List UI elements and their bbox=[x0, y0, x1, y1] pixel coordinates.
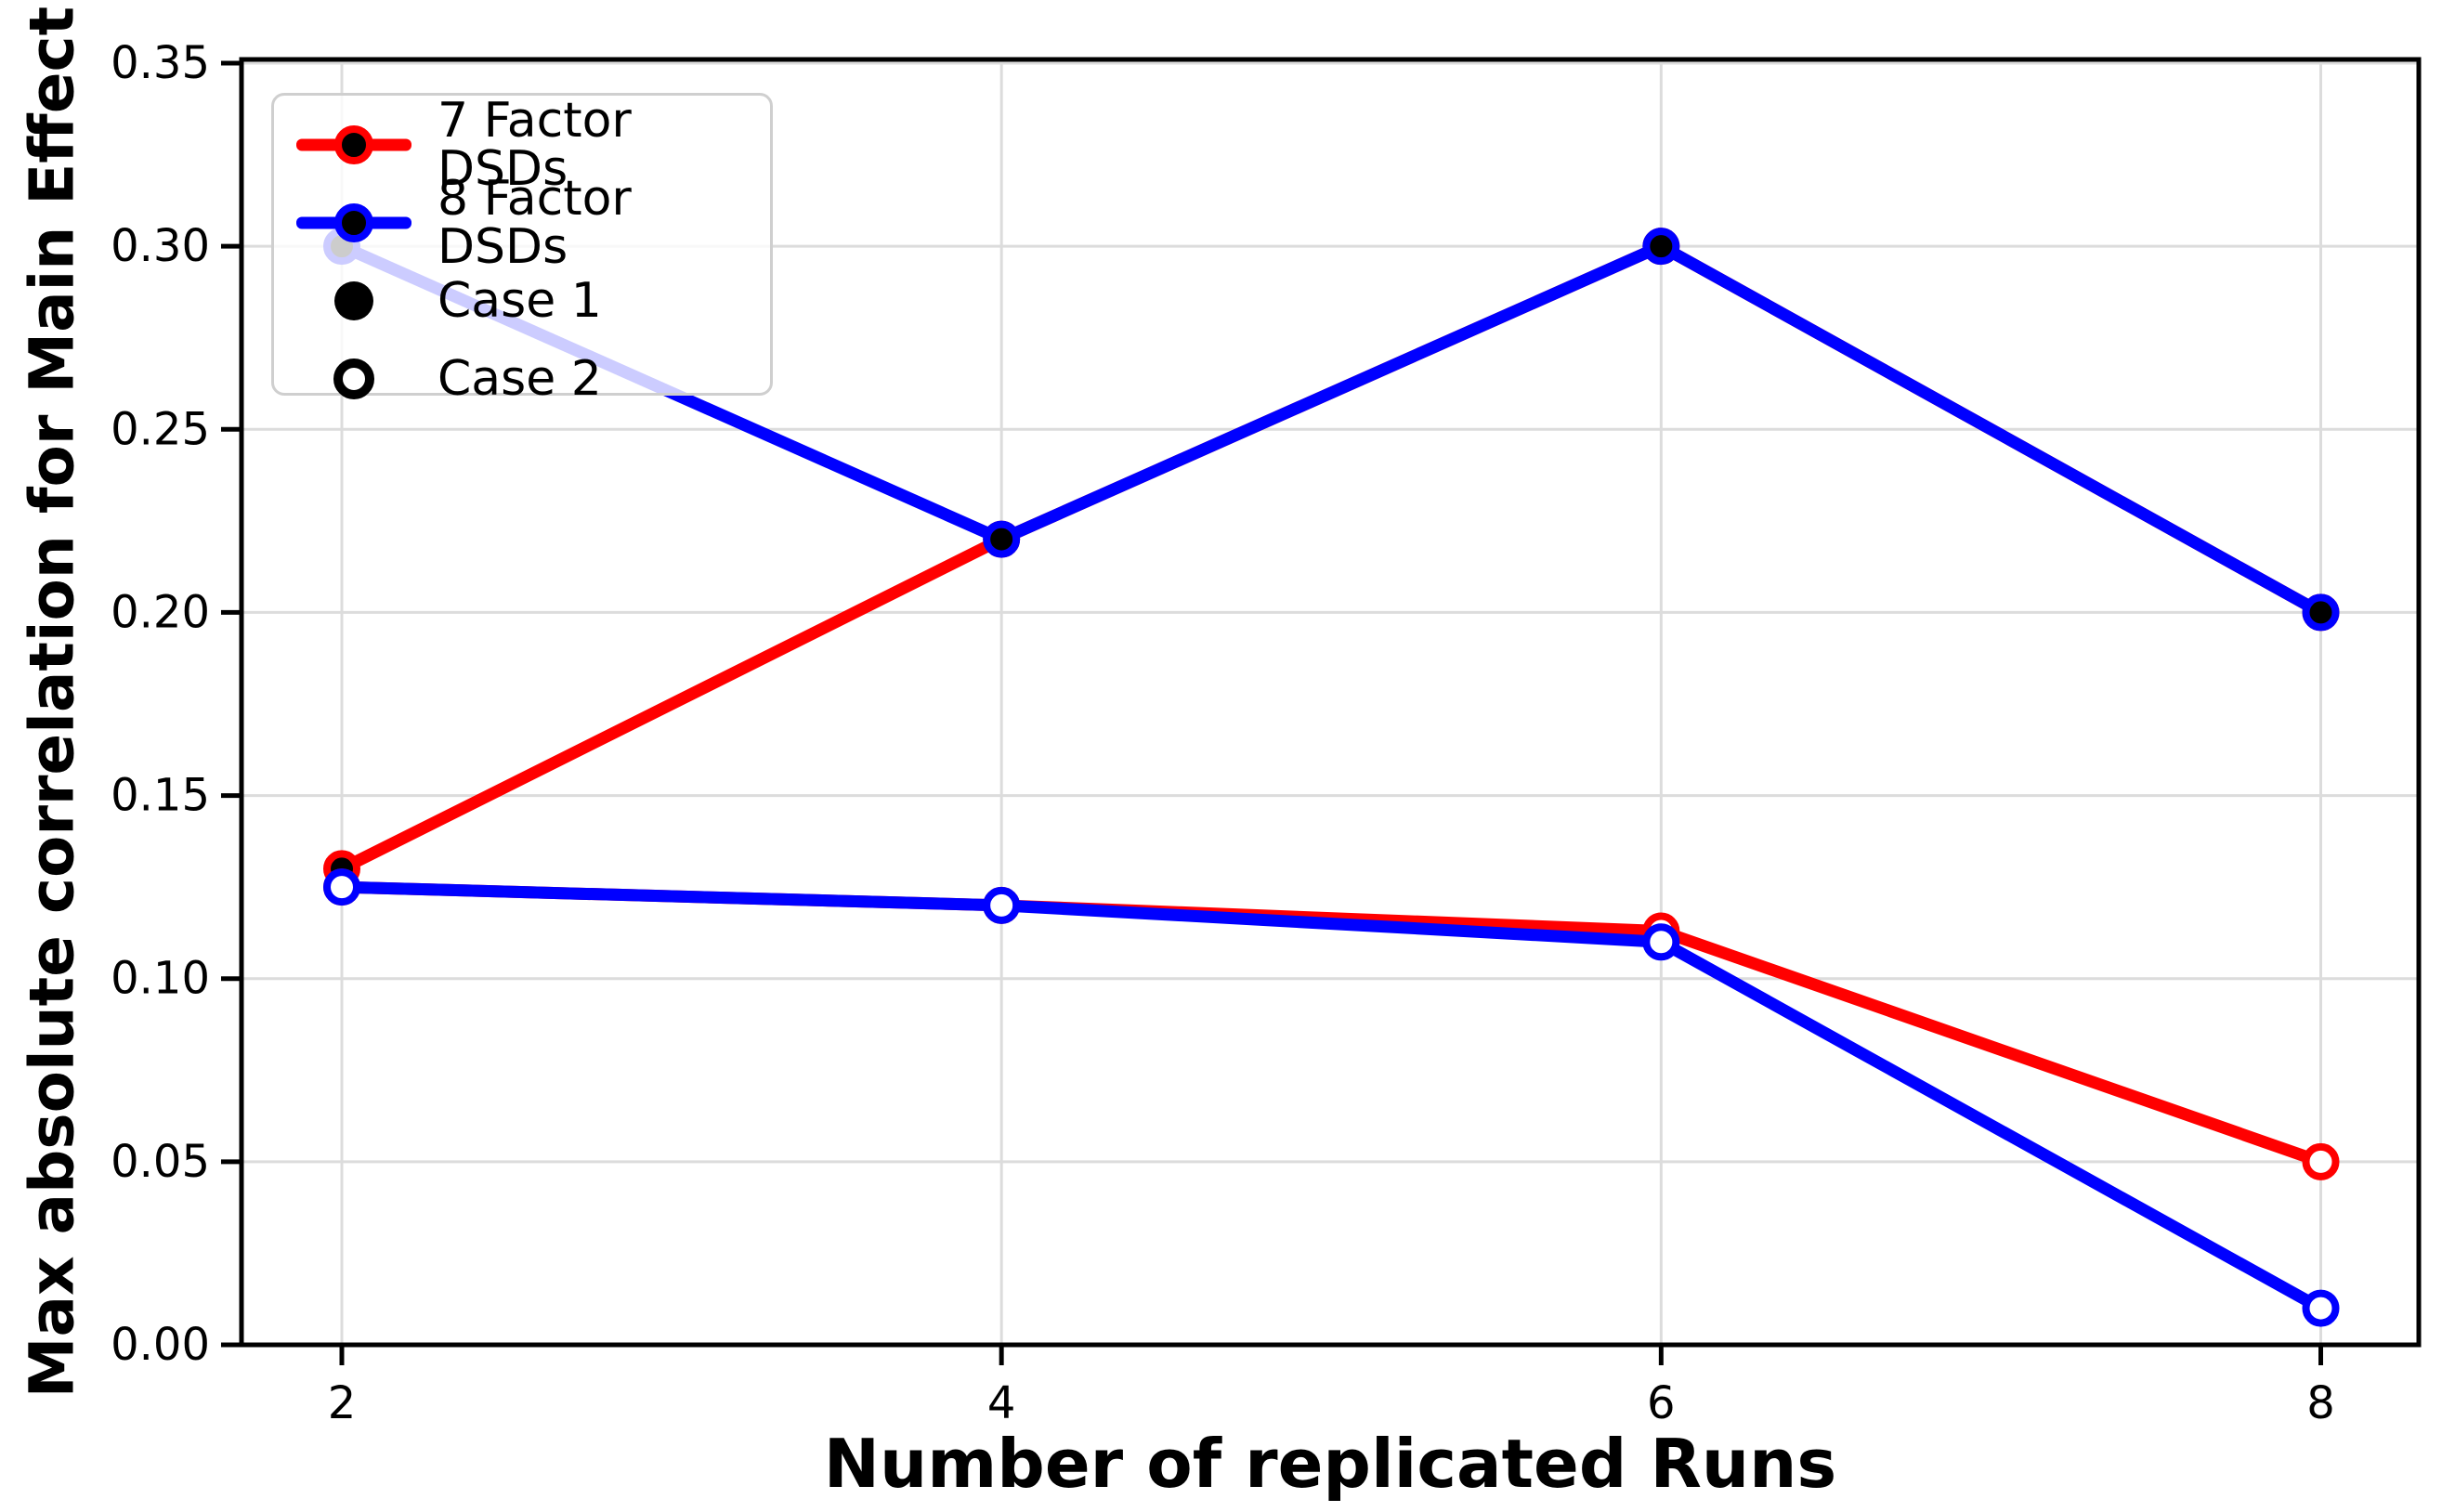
plot-border bbox=[239, 57, 2422, 1348]
blue-filled-marker-icon bbox=[334, 203, 373, 242]
legend-handle-8-factor bbox=[296, 187, 411, 259]
open-circle-icon bbox=[333, 358, 374, 399]
legend-entry-case-1: Case 1 bbox=[296, 265, 748, 337]
y-axis-label: Max absolute correlation for Main Effect bbox=[16, 6, 88, 1399]
legend-entry-8-factor: 8 Factor DSDs bbox=[296, 175, 748, 271]
legend-label-case-2: Case 2 bbox=[437, 351, 602, 407]
data-point bbox=[1642, 923, 1680, 961]
y-tick-label: 0.20 bbox=[111, 586, 210, 638]
series-3 bbox=[323, 868, 2340, 1327]
legend-handle-case-1 bbox=[296, 265, 411, 337]
y-tick-label: 0.10 bbox=[111, 953, 210, 1005]
data-point bbox=[2302, 1142, 2340, 1180]
legend-label-case-1: Case 1 bbox=[437, 273, 602, 329]
y-tick-label: 0.00 bbox=[111, 1319, 210, 1371]
y-tick-label: 0.35 bbox=[111, 37, 210, 89]
legend-entry-7-factor: 7 Factor DSDs bbox=[296, 97, 748, 193]
y-tick-label: 0.15 bbox=[111, 770, 210, 822]
legend-label-8-factor: 8 Factor DSDs bbox=[437, 171, 632, 275]
legend-entry-case-2: Case 2 bbox=[296, 343, 748, 415]
data-point bbox=[1642, 228, 1680, 266]
data-point bbox=[2302, 593, 2340, 632]
data-point bbox=[983, 520, 1021, 558]
tick-label-layer: 2 4 6 8 0.00 0.05 0.10 0.15 0.20 0.25 0.30 0.35 bbox=[111, 37, 2335, 1429]
x-axis-label: Number of replicated Runs bbox=[823, 1425, 1837, 1503]
data-point bbox=[323, 868, 360, 906]
filled-circle-icon bbox=[334, 281, 373, 320]
tick-layer bbox=[221, 60, 2323, 1365]
legend-handle-7-factor bbox=[296, 109, 411, 181]
data-point bbox=[983, 886, 1021, 924]
y-tick-label: 0.05 bbox=[111, 1136, 210, 1188]
y-tick-label: 0.25 bbox=[111, 403, 210, 455]
legend-handle-case-2 bbox=[296, 343, 411, 415]
x-tick-label: 2 bbox=[328, 1377, 357, 1429]
legend-box: 7 Factor DSDs 8 Factor DSDs Case 1 Case … bbox=[271, 93, 773, 403]
x-tick-label: 6 bbox=[1647, 1377, 1676, 1429]
legend-label-7-factor: 7 Factor DSDs bbox=[437, 93, 632, 197]
data-point bbox=[2302, 1289, 2340, 1327]
y-tick-label: 0.30 bbox=[111, 220, 210, 272]
x-tick-label: 8 bbox=[2306, 1377, 2335, 1429]
x-tick-label: 4 bbox=[987, 1377, 1016, 1429]
red-filled-marker-icon bbox=[334, 125, 373, 164]
